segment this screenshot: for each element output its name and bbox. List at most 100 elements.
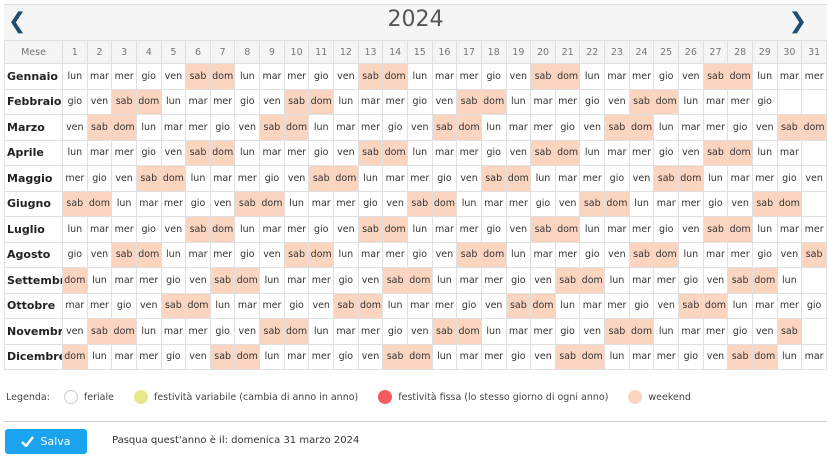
- day-cell[interactable]: lun: [357, 165, 384, 192]
- day-cell[interactable]: lun: [62, 139, 88, 166]
- day-cell[interactable]: mar: [357, 88, 384, 115]
- day-cell[interactable]: dom: [554, 216, 581, 243]
- day-cell[interactable]: mer: [480, 343, 507, 370]
- day-cell[interactable]: sab: [530, 63, 556, 90]
- day-cell[interactable]: lun: [406, 63, 433, 90]
- day-cell[interactable]: ven: [406, 318, 433, 345]
- day-cell[interactable]: mer: [62, 165, 88, 192]
- day-cell[interactable]: ven: [579, 114, 606, 141]
- day-cell[interactable]: ven: [333, 63, 359, 90]
- day-cell[interactable]: dom: [628, 318, 655, 345]
- day-cell[interactable]: dom: [456, 114, 482, 141]
- day-cell[interactable]: ven: [505, 139, 532, 166]
- day-cell[interactable]: mar: [283, 267, 310, 294]
- day-cell[interactable]: lun: [653, 114, 680, 141]
- day-cell[interactable]: mar: [678, 318, 704, 345]
- day-cell[interactable]: lun: [209, 292, 236, 319]
- day-cell[interactable]: ven: [628, 165, 655, 192]
- day-cell[interactable]: dom: [234, 267, 261, 294]
- day-cell[interactable]: dom: [480, 241, 507, 268]
- day-cell[interactable]: lun: [234, 139, 261, 166]
- day-cell[interactable]: dom: [751, 267, 778, 294]
- day-cell[interactable]: lun: [751, 63, 778, 90]
- day-cell[interactable]: ven: [160, 139, 187, 166]
- day-cell[interactable]: lun: [505, 241, 532, 268]
- day-cell[interactable]: mer: [308, 267, 335, 294]
- day-cell[interactable]: mar: [160, 114, 187, 141]
- day-cell[interactable]: sab: [604, 114, 630, 141]
- day-cell[interactable]: mar: [209, 165, 236, 192]
- day-cell[interactable]: ven: [357, 343, 384, 370]
- day-cell[interactable]: mer: [308, 343, 335, 370]
- day-cell[interactable]: dom: [382, 139, 408, 166]
- day-cell[interactable]: lun: [579, 63, 606, 90]
- day-cell[interactable]: mar: [628, 343, 655, 370]
- day-cell[interactable]: mar: [333, 114, 359, 141]
- day-cell[interactable]: gio: [86, 165, 113, 192]
- day-cell[interactable]: lun: [62, 216, 88, 243]
- day-cell[interactable]: mar: [111, 267, 137, 294]
- day-cell[interactable]: dom: [111, 114, 137, 141]
- day-cell[interactable]: mar: [111, 343, 137, 370]
- day-cell[interactable]: lun: [86, 343, 113, 370]
- day-cell[interactable]: gio: [333, 343, 359, 370]
- day-cell[interactable]: gio: [678, 343, 704, 370]
- day-cell[interactable]: gio: [62, 241, 88, 268]
- day-cell[interactable]: mar: [702, 241, 729, 268]
- day-cell[interactable]: sab: [283, 88, 310, 115]
- day-cell[interactable]: sab: [456, 88, 482, 115]
- day-cell[interactable]: lun: [406, 139, 433, 166]
- day-cell[interactable]: ven: [702, 343, 729, 370]
- day-cell[interactable]: mar: [505, 114, 532, 141]
- day-cell[interactable]: gio: [209, 318, 236, 345]
- day-cell[interactable]: ven: [727, 190, 753, 217]
- day-cell[interactable]: gio: [727, 318, 753, 345]
- day-cell[interactable]: gio: [702, 190, 729, 217]
- day-cell[interactable]: dom: [628, 114, 655, 141]
- day-cell[interactable]: gio: [505, 343, 532, 370]
- day-cell[interactable]: ven: [209, 190, 236, 217]
- day-cell[interactable]: mer: [283, 216, 310, 243]
- day-cell[interactable]: lun: [234, 63, 261, 90]
- day-cell[interactable]: lun: [727, 292, 753, 319]
- day-cell[interactable]: mar: [579, 292, 606, 319]
- day-cell[interactable]: sab: [702, 63, 729, 90]
- day-cell[interactable]: ven: [505, 63, 532, 90]
- day-cell[interactable]: ven: [678, 216, 704, 243]
- day-cell[interactable]: mer: [283, 63, 310, 90]
- day-cell[interactable]: mar: [776, 63, 803, 90]
- day-cell[interactable]: lun: [653, 318, 680, 345]
- day-cell[interactable]: gio: [530, 190, 556, 217]
- day-cell[interactable]: ven: [480, 292, 507, 319]
- day-cell[interactable]: mer: [456, 139, 482, 166]
- day-cell[interactable]: ven: [776, 241, 803, 268]
- day-cell[interactable]: ven: [160, 216, 187, 243]
- day-cell[interactable]: dom: [530, 292, 556, 319]
- day-cell[interactable]: sab: [283, 241, 310, 268]
- day-cell[interactable]: gio: [554, 114, 581, 141]
- day-cell[interactable]: gio: [653, 216, 680, 243]
- day-cell[interactable]: sab: [751, 190, 778, 217]
- day-cell[interactable]: gio: [135, 139, 162, 166]
- day-cell[interactable]: gio: [678, 267, 704, 294]
- day-cell[interactable]: ven: [333, 216, 359, 243]
- day-cell[interactable]: sab: [727, 267, 753, 294]
- day-cell[interactable]: gio: [751, 241, 778, 268]
- day-cell[interactable]: mar: [185, 241, 211, 268]
- day-cell[interactable]: ven: [751, 318, 778, 345]
- day-cell[interactable]: mer: [554, 88, 581, 115]
- day-cell[interactable]: lun: [505, 88, 532, 115]
- day-cell[interactable]: mer: [456, 63, 482, 90]
- day-cell[interactable]: mar: [431, 216, 458, 243]
- day-cell[interactable]: mer: [653, 267, 680, 294]
- day-cell[interactable]: mer: [431, 292, 458, 319]
- day-cell[interactable]: mer: [505, 190, 532, 217]
- day-cell[interactable]: ven: [259, 241, 285, 268]
- day-cell[interactable]: dom: [727, 139, 753, 166]
- day-cell[interactable]: gio: [160, 343, 187, 370]
- day-cell[interactable]: sab: [431, 318, 458, 345]
- day-cell[interactable]: mar: [776, 216, 803, 243]
- day-cell[interactable]: mar: [86, 63, 113, 90]
- day-cell[interactable]: mar: [135, 190, 162, 217]
- day-cell[interactable]: mar: [678, 114, 704, 141]
